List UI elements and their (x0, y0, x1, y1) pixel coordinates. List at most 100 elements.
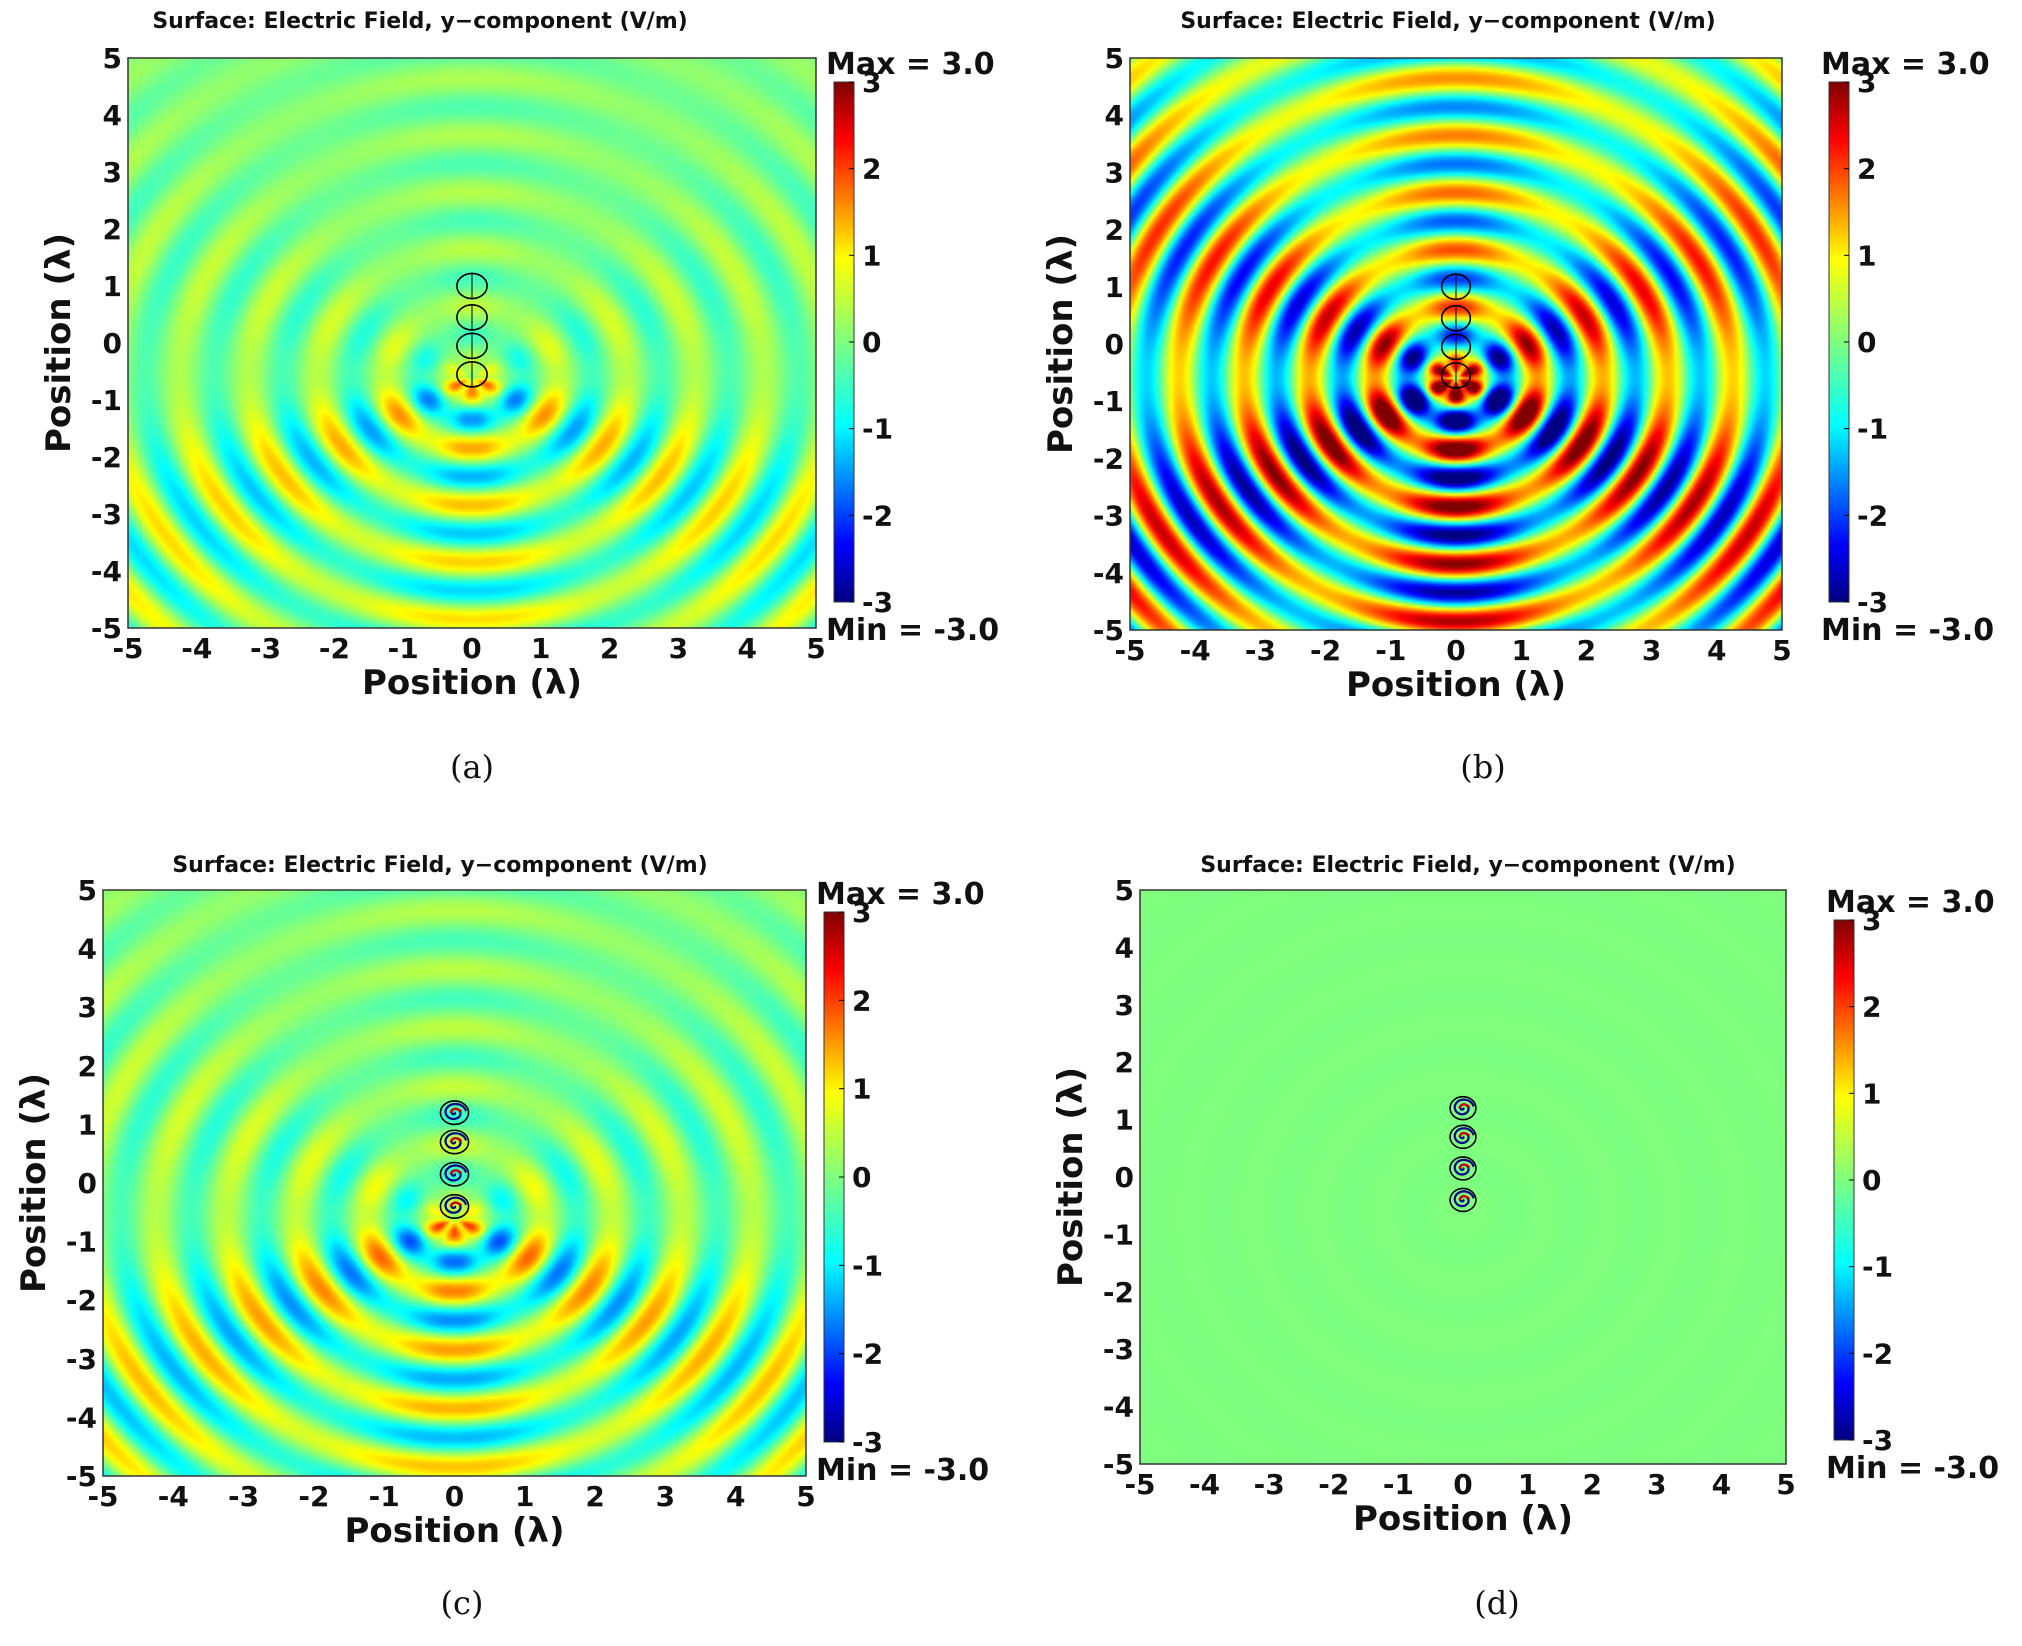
colorbar-tick-label: -3 (862, 586, 893, 619)
colorbar-min-label: Min = -3.0 (1821, 613, 1994, 648)
y-axis-label: Position (λ) (39, 233, 79, 453)
x-tick-label: 1 (515, 1480, 534, 1513)
x-tick-label: -2 (1318, 1468, 1349, 1501)
colorbar-tick-label: 0 (1857, 326, 1876, 359)
scatterer (1440, 362, 1472, 389)
y-tick-label: 2 (103, 213, 122, 246)
colorbar-tick-label: -1 (1862, 1251, 1893, 1284)
x-tick-label: 0 (1453, 1468, 1472, 1501)
x-tick-label: 1 (531, 632, 550, 665)
scatterer (1440, 333, 1472, 361)
scatterer (439, 1161, 470, 1187)
y-tick-label: 0 (1105, 328, 1124, 361)
scatterer-outline (439, 1161, 470, 1187)
y-tick-label: 0 (1115, 1161, 1134, 1194)
scatterer-hotspot (1458, 1131, 1471, 1138)
scatterer-spiral (1453, 1127, 1475, 1145)
scatterer (456, 332, 488, 360)
panel-c: Surface: Electric Field, y−component (V/… (14, 853, 989, 1622)
scatterer (456, 272, 488, 300)
y-tick-label: -2 (91, 441, 122, 474)
colorbar-max-label: Max = 3.0 (816, 877, 985, 912)
y-tick-label: -2 (1093, 442, 1124, 475)
colorbar-tick-label: -3 (1862, 1424, 1893, 1457)
colorbar-min-label: Min = -3.0 (1826, 1451, 1999, 1486)
colorbar-tick-label: -3 (1857, 586, 1888, 619)
x-tick-label: 0 (462, 632, 481, 665)
y-tick-label: 3 (103, 156, 122, 189)
x-tick-label: 4 (726, 1480, 745, 1513)
plot-frame (102, 889, 807, 1477)
panel-title: Surface: Electric Field, y−component (V/… (152, 9, 687, 34)
y-tick-label: -4 (1103, 1391, 1134, 1424)
y-axis-label: Position (λ) (1041, 234, 1081, 454)
colorbar-tick-label: 0 (862, 326, 881, 359)
x-tick-label: 2 (1577, 634, 1596, 667)
scatterer-hotspot (449, 1137, 463, 1143)
scatterer (439, 1129, 470, 1155)
y-tick-label: 5 (103, 42, 122, 75)
x-tick-label: 1 (1518, 1468, 1537, 1501)
x-tick-label: 4 (1712, 1468, 1731, 1501)
x-axis-label: Position (λ) (1353, 1499, 1573, 1539)
y-tick-label: 5 (1105, 42, 1124, 75)
scatterer (1449, 1095, 1477, 1121)
y-tick-label: -5 (66, 1460, 97, 1493)
colorbar-tick-label: 0 (1862, 1164, 1881, 1197)
colorbar-tick-label: -2 (852, 1338, 883, 1371)
x-tick-label: 1 (1511, 634, 1530, 667)
colorbar-tick-label: -2 (1862, 1337, 1893, 1370)
x-tick-label: -2 (319, 632, 350, 665)
x-axis-label: Position (λ) (344, 1511, 564, 1551)
x-tick-label: 2 (600, 632, 619, 665)
scatterer-outline (1449, 1124, 1477, 1150)
scatterer-spiral (444, 1196, 468, 1214)
colorbar-tick-label: 1 (1857, 239, 1876, 272)
scatterer-spiral (444, 1102, 468, 1121)
y-tick-label: -4 (1093, 557, 1124, 590)
x-tick-label: -1 (369, 1480, 400, 1513)
panel-caption: (c) (441, 1584, 484, 1622)
y-tick-label: 4 (1115, 931, 1134, 964)
x-tick-label: 5 (796, 1480, 815, 1513)
x-axis-label: Position (λ) (362, 663, 582, 703)
scatterer-outline (439, 1129, 470, 1155)
y-tick-label: 1 (103, 270, 122, 303)
y-tick-label: 1 (1105, 271, 1124, 304)
x-tick-label: -4 (158, 1480, 189, 1513)
x-tick-label: 2 (585, 1480, 604, 1513)
scatterer (1449, 1156, 1477, 1181)
scatterer-spiral (1453, 1158, 1475, 1176)
scatterer (1440, 273, 1472, 301)
y-tick-label: -1 (91, 384, 122, 417)
scatterer-hotspot (449, 1201, 463, 1208)
panel-b: Surface: Electric Field, y−component (V/… (1041, 9, 1994, 786)
panel-title: Surface: Electric Field, y−component (V/… (1200, 853, 1735, 878)
colorbar-tick-label: -3 (852, 1426, 883, 1459)
scatterer-outline (439, 1100, 470, 1126)
y-tick-label: -5 (91, 612, 122, 645)
y-tick-label: -3 (1103, 1333, 1134, 1366)
colorbar-tick-label: -1 (1857, 413, 1888, 446)
y-tick-label: -2 (1103, 1276, 1134, 1309)
plot-frame (127, 57, 817, 629)
colorbar-tick-label: 1 (852, 1073, 871, 1106)
x-tick-label: -3 (250, 632, 281, 665)
colorbar-tick-label: 2 (1862, 991, 1881, 1024)
panel-caption: (d) (1474, 1584, 1519, 1622)
x-tick-label: 0 (445, 1480, 464, 1513)
colorbar-tick-label: 3 (862, 66, 881, 99)
panel-caption: (b) (1460, 748, 1505, 786)
panel-d: Surface: Electric Field, y−component (V/… (1051, 853, 1999, 1622)
colorbar-tick-label: 2 (1857, 153, 1876, 186)
colorbar-max-label: Max = 3.0 (1821, 47, 1990, 82)
scatterer (439, 1193, 470, 1219)
y-axis-label: Position (λ) (14, 1073, 54, 1293)
x-tick-label: -5 (1114, 634, 1145, 667)
colorbar-tick-label: 0 (852, 1161, 871, 1194)
x-tick-label: 3 (1642, 634, 1661, 667)
x-tick-label: 3 (1647, 1468, 1666, 1501)
x-tick-label: -2 (298, 1480, 329, 1513)
x-tick-label: -4 (1189, 1468, 1220, 1501)
colorbar-tick-label: -1 (862, 413, 893, 446)
